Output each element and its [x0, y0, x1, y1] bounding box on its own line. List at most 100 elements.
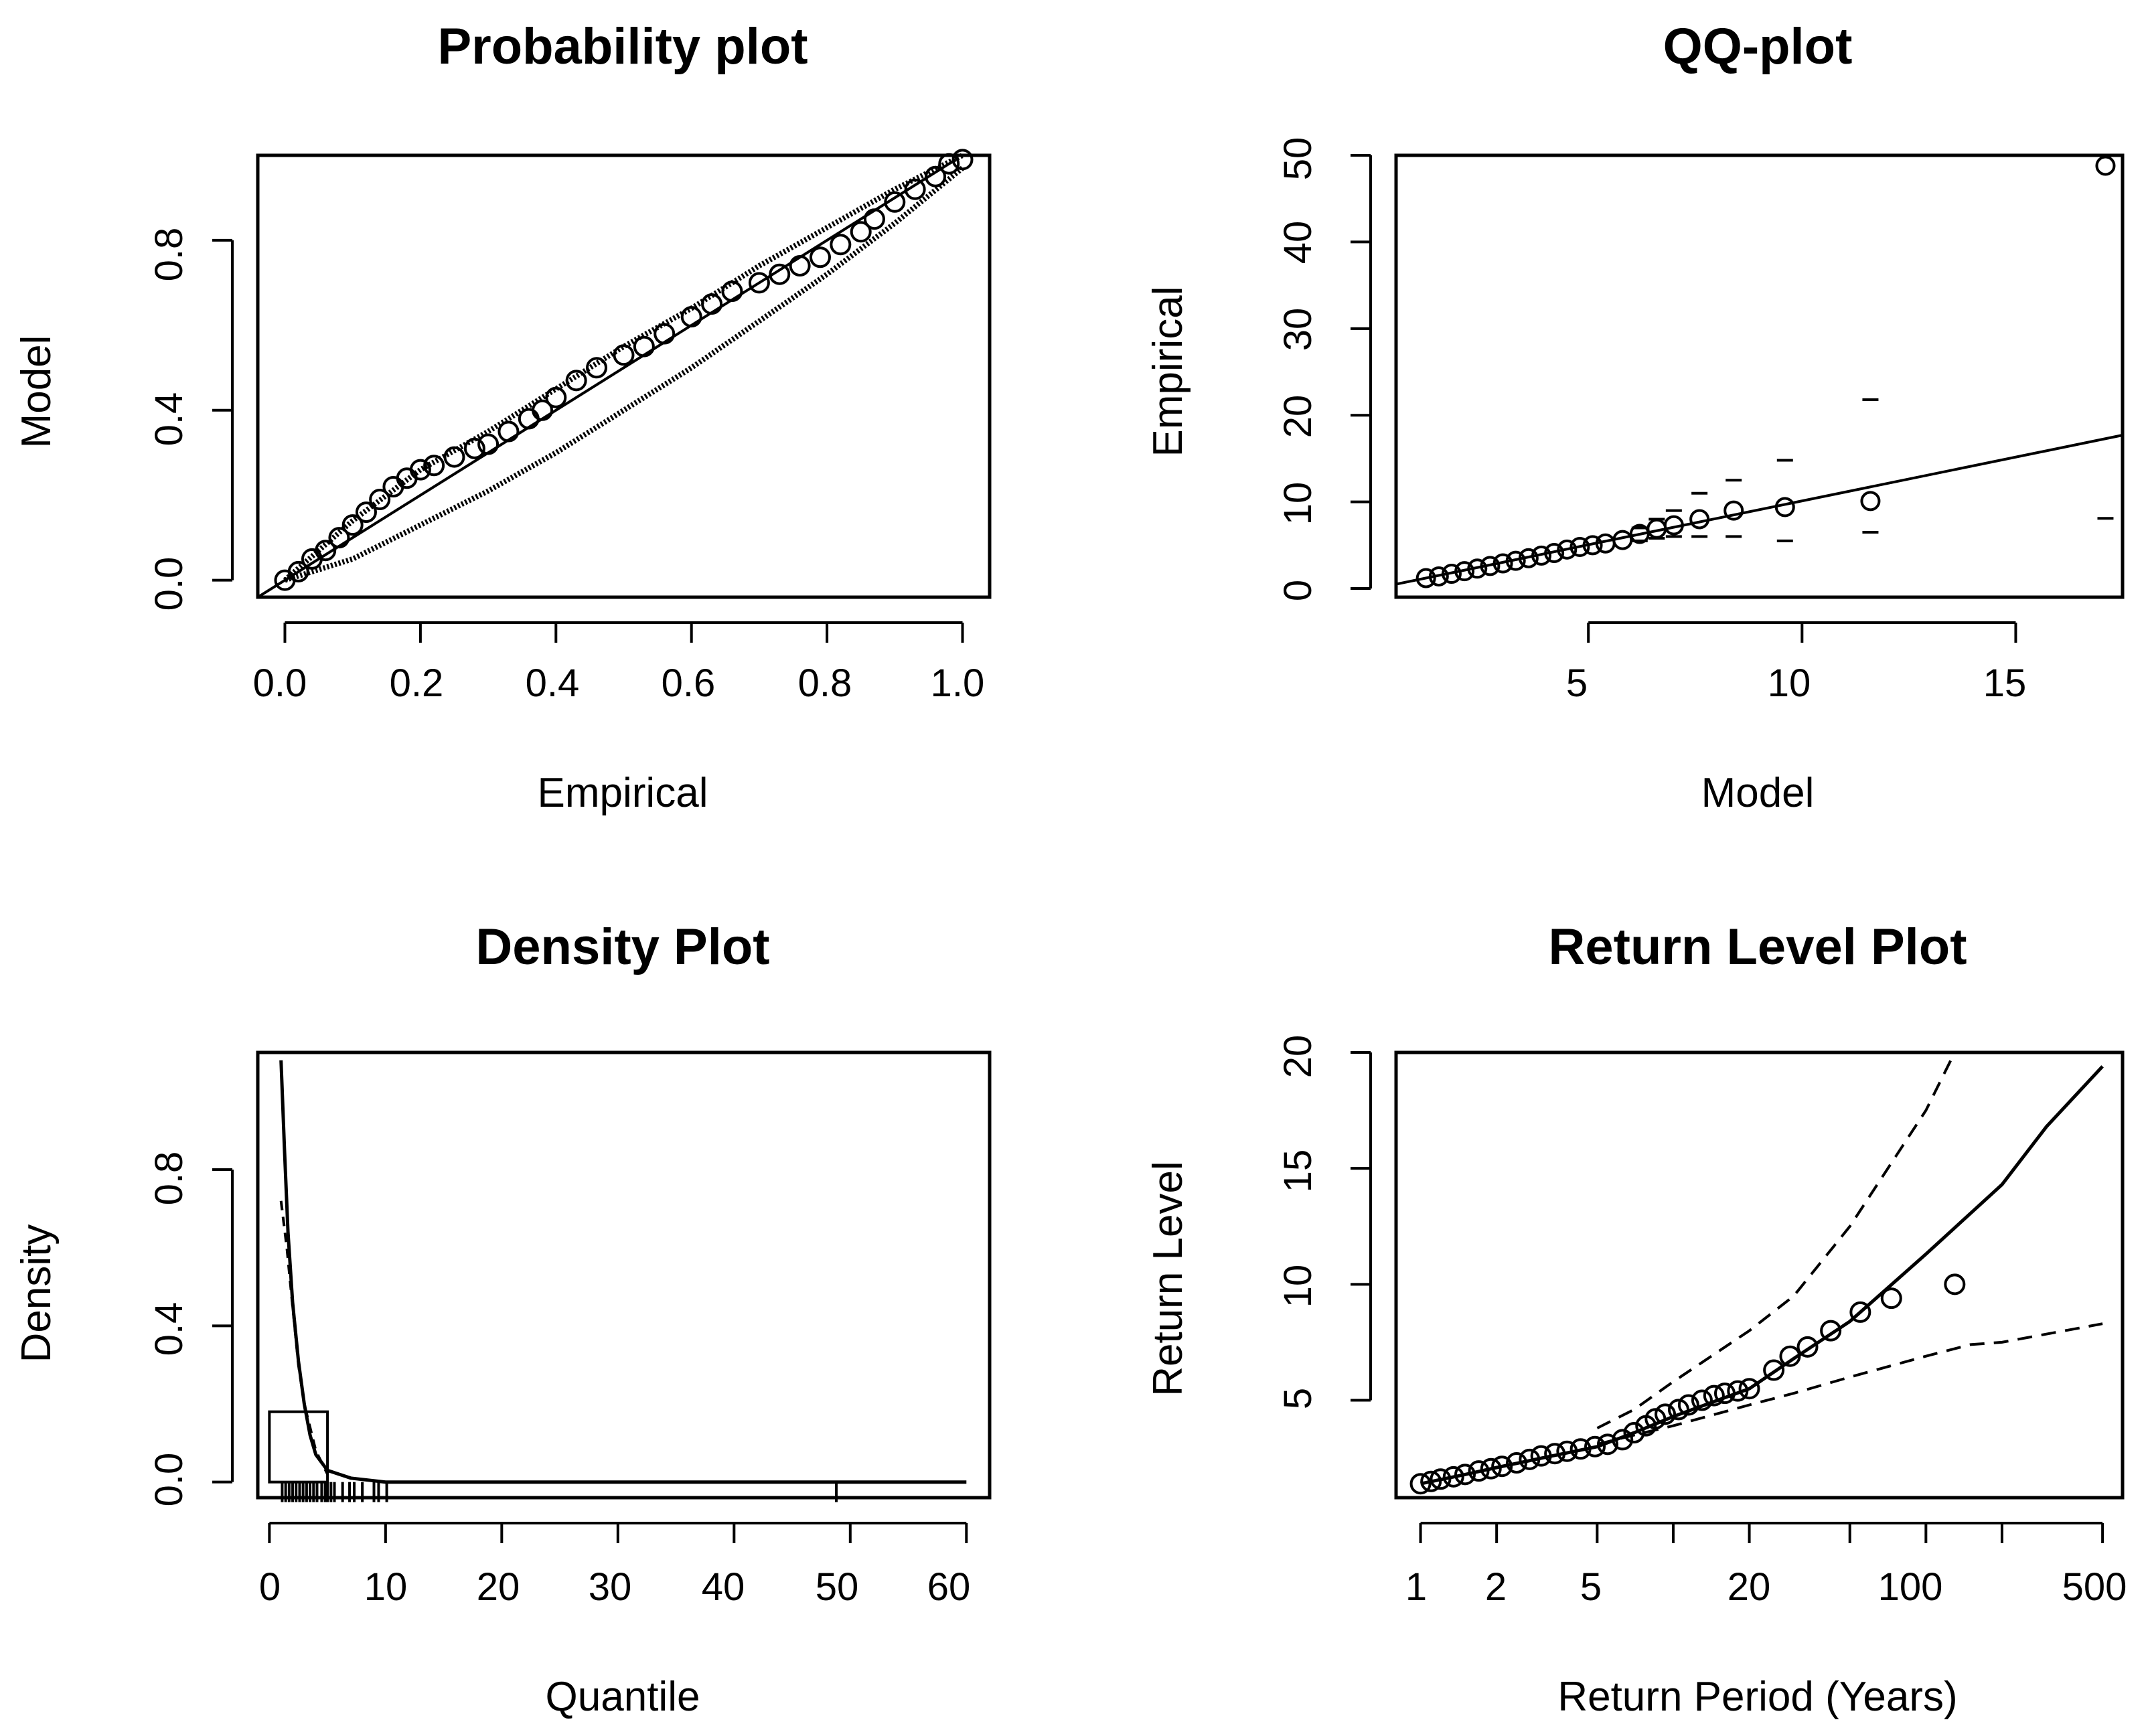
- plot-frame: [1394, 1050, 2125, 1500]
- data-point: [1531, 545, 1551, 566]
- x-tick-label: 60: [927, 1565, 971, 1609]
- data-point: [1644, 1408, 1667, 1430]
- data-point: [1779, 1345, 1801, 1367]
- data-point: [369, 489, 391, 511]
- data-point: [721, 281, 743, 303]
- probability-plot-title: Probability plot: [437, 18, 808, 75]
- data-point: [1468, 1460, 1490, 1482]
- return-level-plot-panel: Return Level Plot Return Period (Years) …: [1145, 919, 2127, 1720]
- x-tick-label: 10: [1768, 661, 1811, 705]
- y-tick-label: 15: [1276, 1150, 1320, 1193]
- data-point: [1667, 1399, 1689, 1421]
- data-point: [443, 446, 465, 468]
- data-point: [1691, 1389, 1713, 1411]
- data-point: [1442, 1466, 1464, 1488]
- data-point: [1569, 536, 1590, 557]
- fitted-density-curve: [279, 1060, 967, 1484]
- data-point: [904, 178, 926, 200]
- data-point: [518, 408, 540, 430]
- data-point: [938, 153, 960, 175]
- y-tick-label: 10: [1276, 1265, 1320, 1308]
- density-plot-xlabel: Quantile: [546, 1674, 700, 1720]
- data-point: [1663, 515, 1684, 536]
- return-level-plot-title: Return Level Plot: [1549, 919, 1967, 975]
- reference-line: [256, 158, 957, 599]
- density-plot-title: Density Plot: [475, 919, 769, 975]
- data-point: [341, 514, 364, 536]
- x-tick-label: 0.0: [253, 661, 307, 705]
- x-tick-label: 0.8: [798, 661, 852, 705]
- data-point: [1677, 1394, 1699, 1416]
- data-point: [1428, 566, 1449, 586]
- probability-plot-yticks: 0.0 0.4 0.8: [147, 228, 191, 611]
- qq-plot-yticks: 0 10 20 30 40 50: [1276, 137, 1320, 601]
- data-point: [809, 246, 831, 268]
- qq-plot-ylabel: Empirical: [1145, 287, 1191, 457]
- y-tick-label: 20: [1276, 1035, 1320, 1079]
- x-tick-label: 20: [1728, 1565, 1771, 1609]
- plot-frame: [1394, 153, 2125, 599]
- x-tick-label: 5: [1580, 1565, 1602, 1609]
- return-level-plot-yticks: 5 10 15 20: [1276, 1035, 1320, 1409]
- data-point: [1796, 1336, 1819, 1358]
- data-point: [701, 293, 723, 315]
- data-point: [2095, 155, 2116, 176]
- x-tick-label: 0.2: [390, 661, 444, 705]
- data-point: [315, 540, 337, 562]
- data-point: [409, 459, 431, 481]
- plot-frame: [256, 1050, 992, 1500]
- data-point: [633, 335, 655, 358]
- return-level-plot-ylabel: Return Level: [1145, 1161, 1191, 1397]
- y-tick-label: 40: [1276, 221, 1320, 264]
- x-tick-label: 1: [1405, 1565, 1427, 1609]
- data-point: [287, 560, 309, 582]
- data-point: [1409, 1473, 1432, 1495]
- density-plot-ylabel: Density: [13, 1225, 60, 1363]
- data-point: [1849, 1301, 1871, 1323]
- y-tick-label: 0.0: [147, 557, 191, 611]
- data-point: [789, 255, 811, 277]
- plot-frame: [256, 153, 992, 599]
- data-point: [613, 344, 635, 366]
- data-point: [1544, 543, 1565, 563]
- data-point: [769, 263, 791, 285]
- data-point: [1569, 1438, 1592, 1460]
- data-point: [654, 323, 676, 345]
- data-point: [1727, 1380, 1749, 1402]
- y-tick-label: 5: [1276, 1388, 1320, 1409]
- data-point: [328, 527, 350, 549]
- data-point: [1454, 1464, 1476, 1486]
- y-tick-label: 0.4: [147, 392, 191, 447]
- data-point: [748, 272, 770, 294]
- x-tick-label: 0: [259, 1565, 281, 1609]
- data-point: [1612, 1429, 1634, 1451]
- upper-confidence-curve: [1596, 1052, 1957, 1429]
- data-point: [1415, 568, 1436, 588]
- data-point: [1689, 509, 1710, 530]
- histogram-bar: [268, 1410, 329, 1484]
- data-point: [1723, 500, 1744, 521]
- data-point: [396, 467, 418, 489]
- x-tick-label: 0.4: [526, 661, 580, 705]
- data-point: [477, 433, 500, 455]
- data-point: [680, 306, 702, 328]
- y-tick-label: 0: [1276, 580, 1320, 601]
- data-point: [1492, 553, 1513, 574]
- y-tick-label: 10: [1276, 482, 1320, 526]
- x-tick-label: 15: [1983, 661, 2027, 705]
- qq-plot-xlabel: Model: [1701, 770, 1815, 816]
- data-point: [884, 191, 906, 213]
- density-plot-panel: Density Plot Quantile Density 0 10 20 30…: [13, 919, 992, 1720]
- y-tick-label: 0.8: [147, 228, 191, 282]
- data-point: [586, 357, 608, 379]
- data-point: [1480, 1457, 1502, 1480]
- data-point: [1506, 1452, 1528, 1474]
- x-tick-label: 30: [589, 1565, 632, 1609]
- x-tick-label: 40: [702, 1565, 745, 1609]
- y-tick-label: 20: [1276, 395, 1320, 439]
- qq-plot-title: QQ-plot: [1663, 18, 1853, 75]
- data-point: [1530, 1445, 1552, 1467]
- data-point: [1655, 1403, 1677, 1425]
- data-point: [532, 399, 554, 421]
- data-point: [1944, 1273, 1966, 1295]
